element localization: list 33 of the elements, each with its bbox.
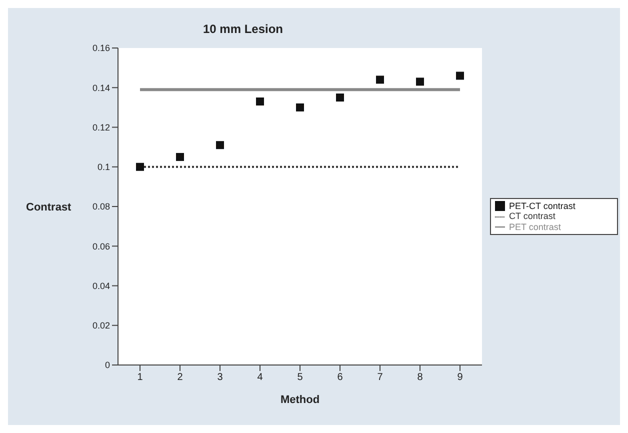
y-tick-label: 0.02 [92, 320, 110, 331]
y-tick-label: 0.08 [92, 202, 110, 212]
x-tick-label: 7 [377, 372, 384, 384]
x-tick-label: 2 [177, 372, 184, 384]
point [336, 94, 344, 102]
y-tick-label: 0.14 [92, 82, 110, 93]
point [416, 78, 424, 86]
y-tick-label: 0.04 [92, 280, 110, 291]
x-tick-label: 4 [257, 372, 264, 384]
legend-label: PET-CT contrast [509, 200, 576, 211]
point [216, 141, 224, 150]
chart-title: 10 mm Lesion [202, 22, 284, 36]
y-tick-label: 0 [104, 360, 110, 370]
legend-label: CT contrast [509, 211, 556, 222]
point [376, 76, 384, 84]
x-tick-label: 5 [297, 372, 304, 384]
y-axis-title: Contrast [26, 201, 72, 214]
point [136, 162, 144, 171]
x-tick-label: 3 [217, 372, 224, 384]
point [256, 97, 264, 106]
point [176, 152, 184, 161]
point [296, 103, 304, 112]
x-axis-title: Method [280, 394, 320, 406]
y-tick-label: 0.1 [97, 162, 110, 172]
x-tick-label: 1 [137, 372, 144, 384]
x-tick-label: 6 [337, 372, 344, 384]
y-tick-label: 0.06 [92, 241, 110, 252]
y-tick-label: 0.16 [92, 43, 110, 54]
x-tick-label: 9 [457, 372, 464, 384]
legend-label: PET contrast [509, 222, 561, 232]
point [456, 72, 464, 80]
x-tick-label: 8 [417, 372, 424, 384]
y-tick-label: 0.12 [92, 122, 110, 132]
